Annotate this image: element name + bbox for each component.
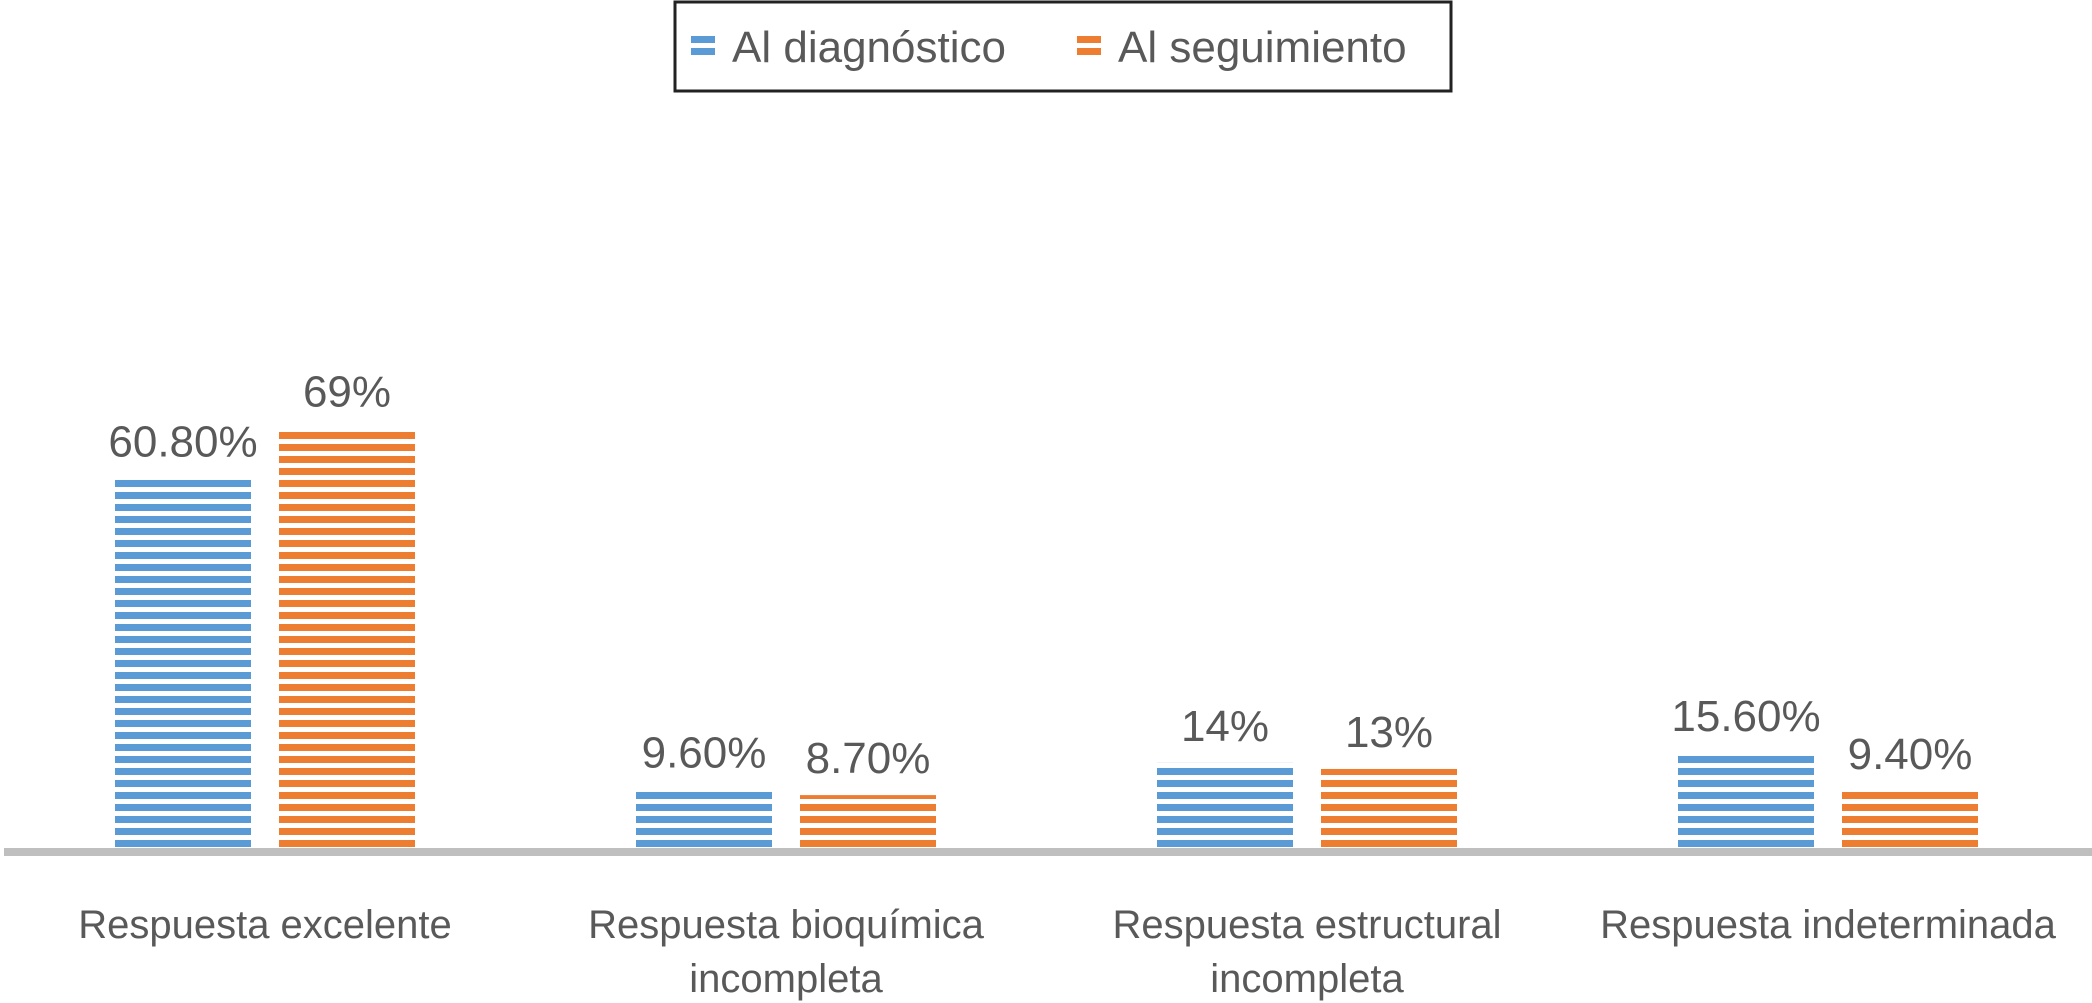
data-label-seguimiento-3: 9.40% [1848, 730, 1973, 779]
category-label-2-line-1: incompleta [1210, 957, 1404, 1001]
data-labels-group: 60.80% 9.60% 14% 15.60% 69% 8.70% 13% 9.40% [108, 367, 1972, 783]
data-label-diagnostico-1: 9.60% [642, 729, 767, 778]
legend-box [673, 0, 1453, 93]
category-labels-group: Respuesta excelente Respuesta bioquímica i… [78, 903, 2056, 1001]
bar-diagnostico-2 [1157, 762, 1293, 848]
bar-seguimiento-1 [800, 795, 936, 848]
category-label-3-line-0: Respuesta indeterminada [1600, 903, 2057, 947]
category-label-1-line-1: incompleta [689, 957, 883, 1001]
data-label-diagnostico-0: 60.80% [108, 417, 257, 466]
bar-diagnostico-3 [1678, 753, 1814, 848]
bar-seguimiento-3 [1842, 790, 1978, 848]
category-label-0-line-0: Respuesta excelente [78, 903, 452, 947]
bar-diagnostico-0 [115, 478, 251, 848]
data-label-seguimiento-2: 13% [1345, 708, 1433, 757]
category-label-2-line-0: Respuesta estructural [1112, 903, 1501, 947]
legend-swatch-seguimiento [1077, 35, 1101, 59]
bar-seguimiento-0 [279, 428, 415, 848]
bars-group [115, 428, 1978, 848]
legend-label-diagnostico: Al diagnóstico [732, 23, 1006, 72]
data-label-seguimiento-0: 69% [303, 367, 391, 416]
legend: Al diagnóstico Al seguimiento [673, 0, 1453, 93]
data-label-diagnostico-2: 14% [1181, 702, 1269, 751]
bar-diagnostico-1 [636, 789, 772, 848]
legend-swatch-diagnostico [691, 35, 715, 59]
data-label-diagnostico-3: 15.60% [1671, 692, 1820, 741]
legend-label-seguimiento: Al seguimiento [1118, 23, 1407, 72]
data-label-seguimiento-1: 8.70% [806, 734, 931, 783]
category-label-1-line-0: Respuesta bioquímica [588, 903, 985, 947]
bar-seguimiento-2 [1321, 768, 1457, 848]
